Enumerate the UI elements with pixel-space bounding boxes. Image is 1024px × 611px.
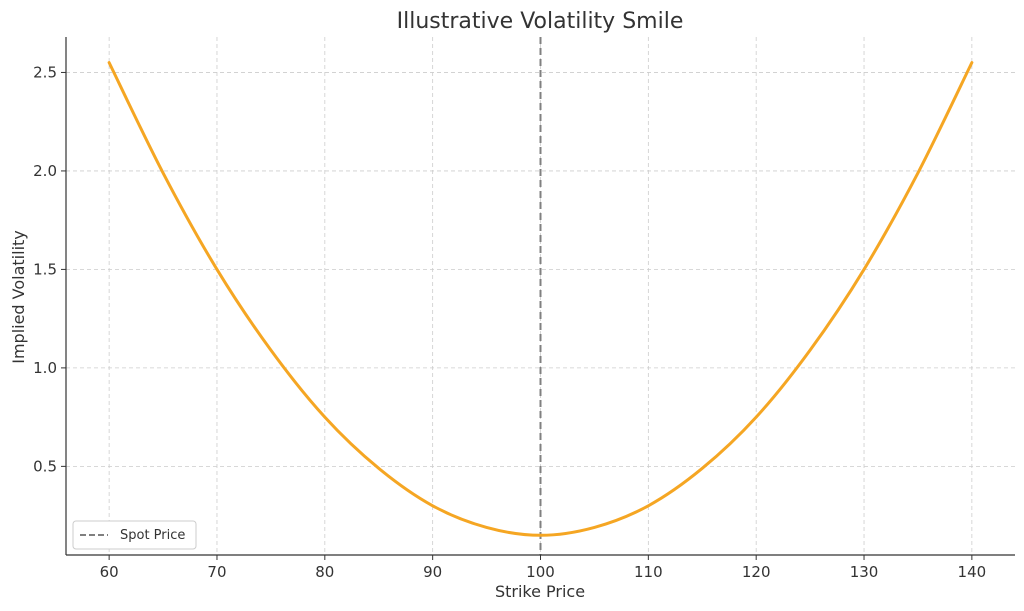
x-tick-label: 60 bbox=[100, 563, 119, 581]
x-tick-label: 110 bbox=[634, 563, 663, 581]
y-tick-label: 2.0 bbox=[33, 162, 57, 180]
legend-label-spot-price: Spot Price bbox=[120, 528, 185, 543]
x-tick-label: 130 bbox=[850, 563, 879, 581]
x-axis-label: Strike Price bbox=[495, 582, 585, 601]
legend: Spot Price bbox=[72, 520, 197, 550]
y-tick-label: 0.5 bbox=[33, 457, 57, 475]
y-tick-label: 1.0 bbox=[33, 359, 57, 377]
chart-title: Illustrative Volatility Smile bbox=[397, 9, 684, 34]
volatility-smile-line bbox=[107, 61, 974, 537]
y-axis-label: Implied Volatility bbox=[9, 230, 28, 364]
x-tick-label: 140 bbox=[958, 563, 987, 581]
x-tick-label: 120 bbox=[742, 563, 771, 581]
x-tick-label: 70 bbox=[207, 563, 226, 581]
x-tick-label: 100 bbox=[526, 563, 555, 581]
y-tick-label: 2.5 bbox=[33, 63, 57, 81]
legend-box bbox=[72, 520, 197, 550]
x-tick-label: 90 bbox=[423, 563, 442, 581]
ticks: 60 70 80 90 100 110 120 130 140 0.5 1.0 1.5 2.0 2.5 bbox=[33, 63, 986, 581]
x-tick-label: 80 bbox=[315, 563, 334, 581]
y-tick-label: 1.5 bbox=[33, 260, 57, 278]
series-layer bbox=[107, 61, 974, 537]
